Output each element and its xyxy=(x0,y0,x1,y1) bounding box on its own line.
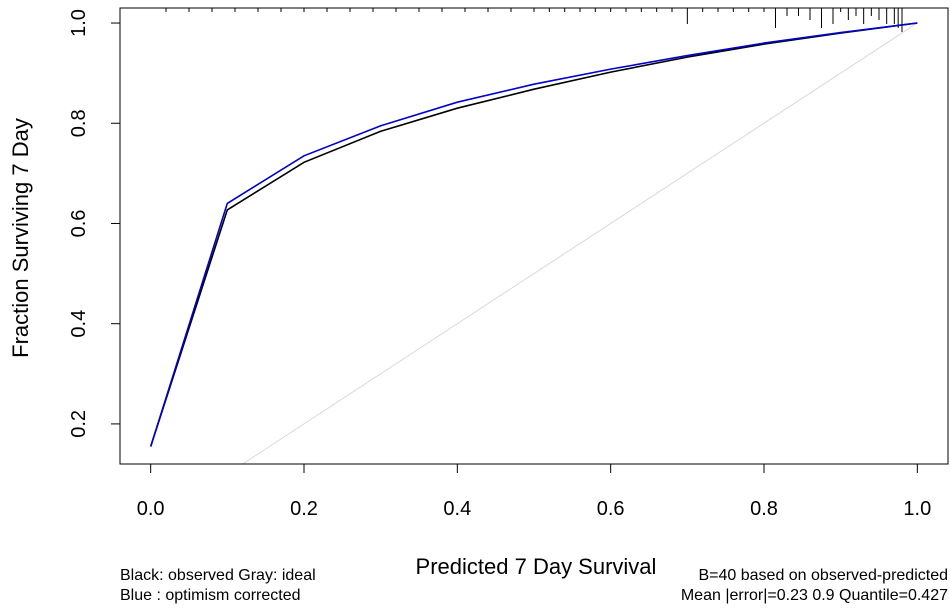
y-axis: 0.2 0.4 0.6 0.8 1.0 xyxy=(68,9,121,438)
x-tick-label: 1.0 xyxy=(903,498,931,520)
x-axis: 0.0 0.2 0.4 0.6 0.8 1.0 xyxy=(137,463,931,520)
y-tick-label: 0.6 xyxy=(68,210,90,238)
series-line-observed xyxy=(149,22,918,447)
y-tick-label: 0.8 xyxy=(68,109,90,137)
x-tick-label: 0.4 xyxy=(443,498,471,520)
legend-line-1: Black: observed Gray: ideal xyxy=(120,567,316,584)
error-summary: Mean |error|=0.23 0.9 Quantile=0.427 xyxy=(680,587,948,604)
y-tick-label: 0.2 xyxy=(68,410,90,438)
x-axis-title: Predicted 7 Day Survival xyxy=(416,554,657,579)
series-line-ideal xyxy=(241,22,918,464)
series-line-optimism-corrected xyxy=(149,22,918,447)
x-tick-label: 0.8 xyxy=(750,498,778,520)
legend-observed-ideal: Black: observed Gray: ideal Blue : optim… xyxy=(120,566,316,606)
bootstrap-note: B=40 based on observed-predicted xyxy=(698,567,948,584)
x-tick-label: 0.6 xyxy=(597,498,625,520)
y-axis-title: Fraction Surviving 7 Day xyxy=(8,118,33,358)
x-tick-label: 0.0 xyxy=(137,498,165,520)
plot-frame xyxy=(119,7,949,465)
bootstrap-summary: B=40 based on observed-predicted Mean |e… xyxy=(681,566,948,606)
y-tick-label: 1.0 xyxy=(68,9,90,37)
x-tick-label: 0.2 xyxy=(290,498,318,520)
y-tick-label: 0.4 xyxy=(68,310,90,338)
legend-line-2: Blue : optimism corrected xyxy=(120,587,301,604)
